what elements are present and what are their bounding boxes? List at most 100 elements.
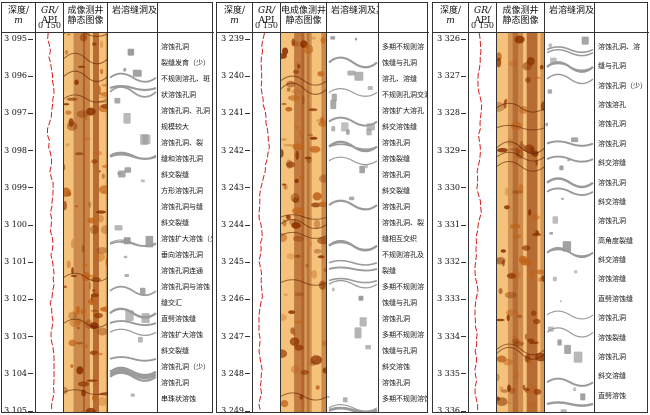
feature-label: 方形溶蚀孔洞 — [161, 187, 203, 195]
image-blotch — [94, 352, 104, 356]
image-blotch — [531, 76, 541, 79]
depth-tick: 3 105 — [4, 407, 33, 412]
image-blotch — [64, 103, 70, 106]
image-blotch — [506, 273, 516, 279]
image-blotch — [295, 320, 304, 324]
image-blotch — [513, 341, 525, 347]
image-blotch — [297, 63, 301, 69]
fracture-trace — [64, 389, 107, 396]
feature-label: 溶蚀孔洞 — [598, 352, 626, 361]
feature-label: 溶蚀孔洞 — [382, 379, 410, 387]
image-blotch — [70, 274, 78, 278]
image-blotch — [526, 403, 536, 406]
image-blotch — [524, 333, 527, 340]
depth-tick: 3 330 — [437, 183, 466, 192]
sketch-fracture — [109, 84, 157, 92]
image-background — [281, 33, 326, 412]
gr-header: GR/API 0 150 — [36, 3, 63, 33]
image-blotch — [91, 159, 98, 164]
fracture-trace — [64, 33, 107, 37]
image-blotch — [80, 308, 87, 315]
depth-column: 深度/m 3 326 3 327 3 328 3 329 3 330 3 331 3 332… — [433, 3, 469, 412]
image-blotch — [318, 174, 326, 183]
depth-tick: 3 100 — [4, 221, 33, 229]
sketch-vug — [138, 336, 143, 343]
image-blotch — [74, 152, 84, 156]
image-blotch — [525, 390, 535, 394]
image-blotch — [100, 68, 104, 75]
image-blotch — [96, 210, 106, 214]
image-blotch — [281, 313, 287, 321]
borehole-image — [281, 33, 326, 412]
feature-label: 蚀缝与孔洞 — [382, 59, 417, 67]
sketch-fracture — [328, 277, 378, 284]
sketch-vug — [548, 43, 552, 48]
image-blotch — [317, 237, 326, 245]
image-column: 电成像测井 静态图像 — [281, 3, 327, 412]
feature-label: 多期不规则溶 — [382, 43, 424, 51]
gr-curve — [474, 33, 483, 411]
image-blotch — [504, 205, 510, 210]
image-blotch — [318, 280, 326, 290]
image-blotch — [285, 106, 293, 112]
depth-tick: 3 239 — [221, 35, 250, 43]
sketch-fracture — [109, 366, 157, 377]
image-blotch — [321, 340, 326, 347]
sketch-vug — [552, 276, 557, 282]
image-blotch — [507, 384, 511, 392]
image-blotch — [66, 97, 78, 101]
gr-curve-line — [47, 33, 55, 411]
image-blotch — [281, 400, 289, 408]
feature-label: 斜交裂缝 — [382, 187, 410, 195]
fracture-trace — [281, 279, 326, 286]
feature-label: 串珠状溶蚀 — [161, 395, 196, 403]
sketch-vug — [132, 69, 142, 77]
image-header: 成像测井 静态图像 — [497, 3, 544, 33]
depth-tick: 3 248 — [221, 369, 250, 378]
image-blotch — [300, 370, 310, 375]
image-blotch — [518, 143, 526, 150]
sketch-fracture — [328, 259, 378, 266]
feature-label: 斜交溶缝 — [598, 159, 626, 168]
feature-label: 溶蚀孔洞 — [598, 139, 626, 148]
image-blotch — [81, 244, 85, 254]
image-blotch — [300, 174, 304, 181]
image-blotch — [86, 107, 96, 116]
image-blotch — [500, 389, 508, 393]
image-blotch — [311, 36, 316, 40]
image-blotch — [70, 364, 74, 368]
image-blotch — [522, 245, 531, 251]
feature-label: 缝与孔洞 — [598, 62, 626, 71]
fracture-trace — [497, 151, 544, 162]
sketch-header: 岩溶缝洞及其特征 — [327, 3, 378, 33]
image-blotch — [293, 69, 300, 74]
sketch-vug — [124, 167, 132, 173]
label-column: 溶蚀孔洞 裂缝发育（少） 不规则溶孔、斑 状溶蚀孔洞 溶蚀孔洞、孔洞 规模较大 溶蚀孔洞、裂… — [158, 3, 214, 412]
sketch-vug — [359, 165, 365, 174]
image-blotch — [105, 257, 107, 267]
image-blotch — [91, 394, 97, 402]
image-blotch — [74, 205, 79, 208]
image-blotch — [295, 62, 299, 66]
fracture-trace — [64, 70, 107, 82]
sketch-vug — [342, 397, 348, 403]
depth-tick: 3 249 — [221, 407, 250, 412]
image-band — [306, 33, 312, 412]
sketch-fracture — [546, 187, 594, 196]
image-blotch — [286, 253, 296, 260]
feature-label: 斜交溶蚀缝 — [382, 123, 417, 131]
image-blotch — [101, 84, 107, 87]
sketch-fracture — [328, 406, 378, 412]
depth-header: 深度/m — [2, 3, 35, 33]
image-blotch — [101, 173, 105, 179]
image-blotch — [89, 225, 99, 235]
sketch-vug — [574, 270, 578, 274]
sketch-vug — [331, 93, 337, 102]
sketch-vug — [354, 327, 362, 339]
image-blotch — [508, 60, 518, 67]
image-blotch — [294, 178, 299, 184]
image-blotch — [81, 410, 84, 412]
image-blotch — [290, 193, 300, 203]
feature-label: 溶蚀孔洞 — [382, 203, 410, 211]
